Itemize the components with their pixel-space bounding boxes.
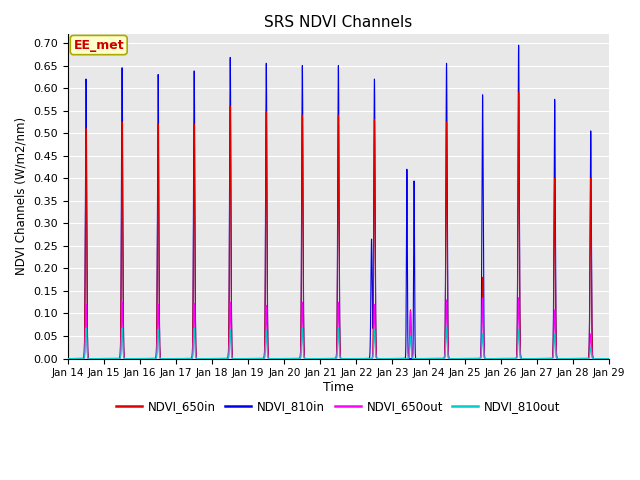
- Y-axis label: NDVI Channels (W/m2/nm): NDVI Channels (W/m2/nm): [15, 117, 28, 276]
- Legend: NDVI_650in, NDVI_810in, NDVI_650out, NDVI_810out: NDVI_650in, NDVI_810in, NDVI_650out, NDV…: [111, 395, 566, 418]
- Title: SRS NDVI Channels: SRS NDVI Channels: [264, 15, 413, 30]
- X-axis label: Time: Time: [323, 381, 354, 394]
- Text: EE_met: EE_met: [74, 38, 124, 51]
